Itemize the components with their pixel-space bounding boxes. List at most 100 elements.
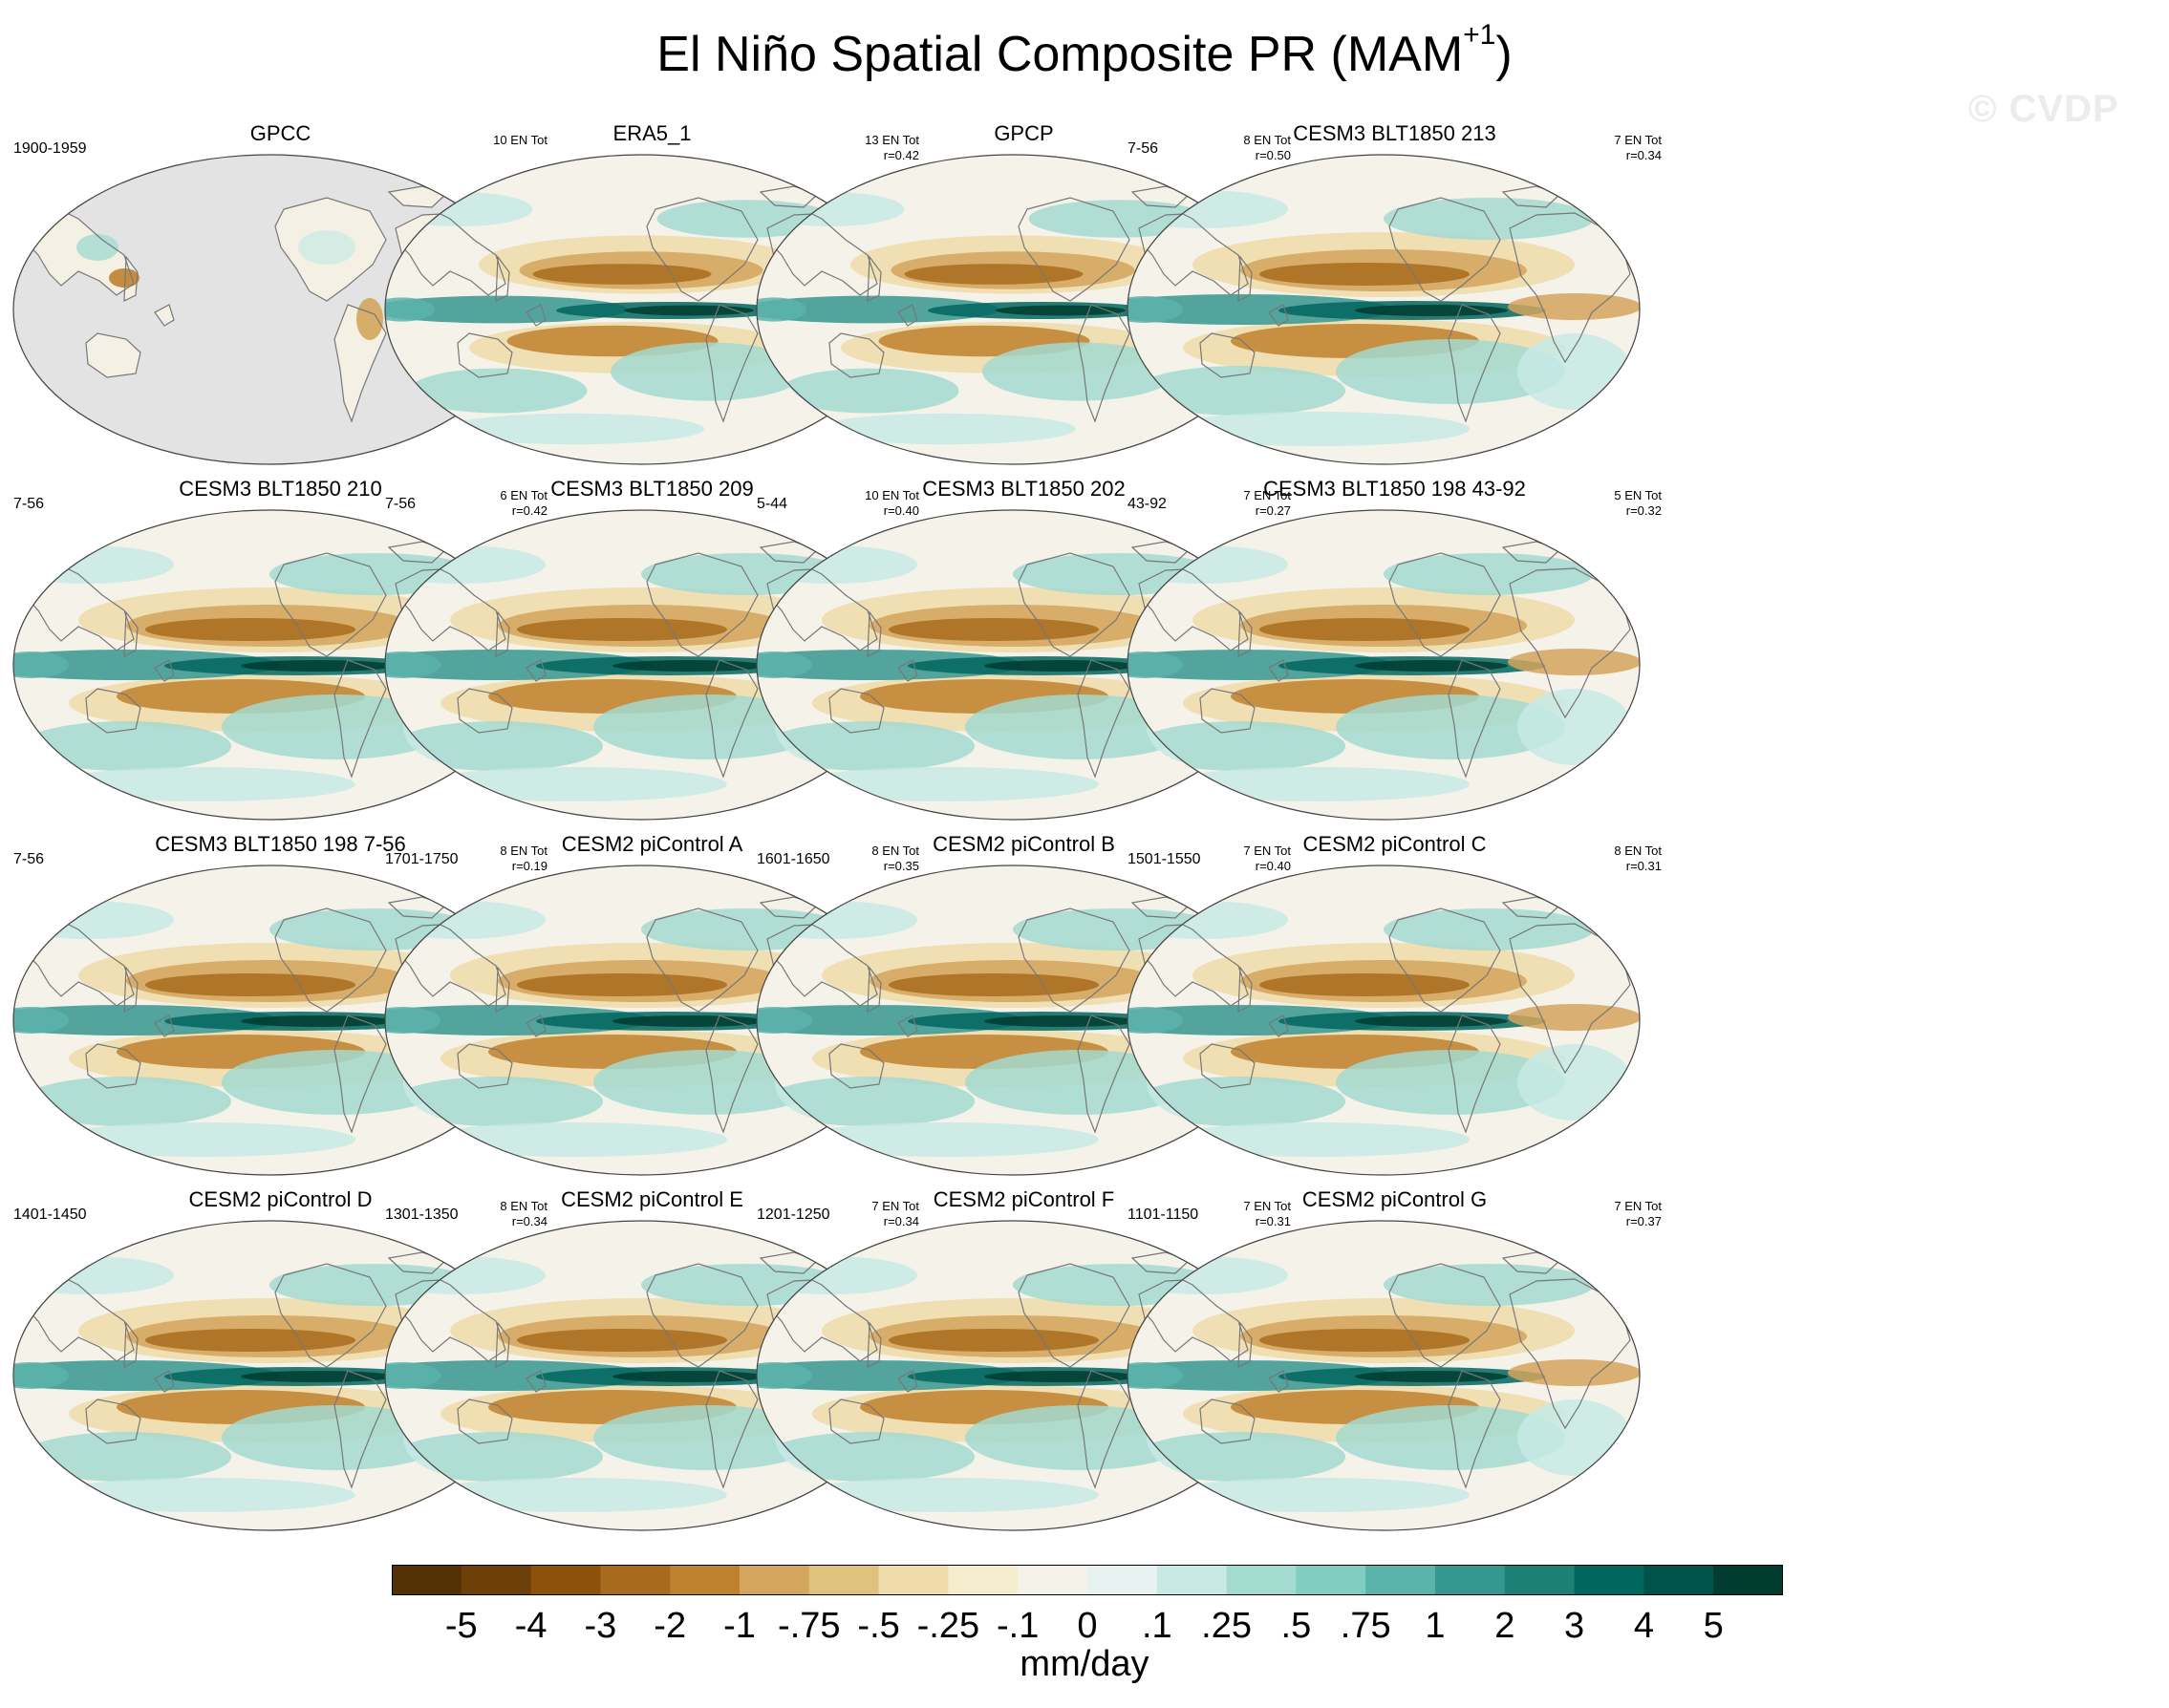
panel-years: 7-56 bbox=[13, 496, 45, 512]
anomaly-contour bbox=[517, 973, 727, 996]
panel-stats: 6 EN Tot r=0.42 bbox=[500, 488, 548, 519]
coastline bbox=[1268, 1014, 1289, 1037]
coastline bbox=[1509, 567, 1631, 719]
coastline bbox=[769, 914, 878, 1007]
panel-event-count: 13 EN Tot bbox=[865, 133, 919, 147]
panel-title: CESM3 BLT1850 198 43-92 bbox=[1263, 477, 1526, 501]
anomaly-contour bbox=[757, 1362, 812, 1389]
panel-pattern-correlation: r=0.35 bbox=[883, 859, 919, 873]
coastline bbox=[387, 896, 448, 919]
coastline bbox=[154, 1014, 175, 1037]
map-panel: CESM3 BLT1850 198 43-92 43-92 5 EN Tot r=0.… bbox=[1126, 477, 1664, 821]
anomaly-contour bbox=[1517, 333, 1632, 410]
colorbar-tick-label: -1 bbox=[723, 1606, 756, 1646]
colorbar-tick-label: .25 bbox=[1201, 1606, 1253, 1646]
coastline bbox=[526, 659, 547, 682]
coastline bbox=[274, 197, 387, 302]
anomaly-contour bbox=[1508, 293, 1640, 320]
colorbar-tick-label: -.75 bbox=[778, 1606, 841, 1646]
colorbar-box bbox=[1296, 1565, 1366, 1595]
anomaly-contour bbox=[13, 1362, 69, 1389]
panel-title: ERA5_1 bbox=[612, 121, 692, 145]
coastline bbox=[1448, 659, 1501, 779]
coastline bbox=[769, 203, 878, 296]
panel-stats: 8 EN Tot r=0.31 bbox=[1614, 843, 1662, 874]
coastline bbox=[1130, 1251, 1192, 1274]
anomaly-contour bbox=[421, 767, 727, 801]
anomaly-contour bbox=[1508, 1359, 1640, 1386]
anomaly-contour bbox=[393, 1077, 603, 1126]
anomaly-contour bbox=[241, 1371, 394, 1382]
colorbar-tick-label: 3 bbox=[1564, 1606, 1585, 1646]
anomaly-contour bbox=[1164, 1478, 1470, 1512]
panel-event-count: 7 EN Tot bbox=[1614, 1199, 1662, 1213]
anomaly-contour bbox=[1135, 1077, 1345, 1126]
anomaly-contour bbox=[1135, 721, 1345, 771]
anomaly-contour bbox=[764, 1077, 975, 1126]
coastline bbox=[1268, 304, 1289, 327]
map-panel: CESM3 BLT1850 213 7-56 7 EN Tot r=0.34 bbox=[1126, 121, 1664, 465]
panel-years: 1701-1750 bbox=[385, 851, 459, 867]
anomaly-contour bbox=[889, 973, 1099, 996]
anomaly-contour bbox=[984, 1371, 1137, 1382]
coastline bbox=[457, 688, 513, 734]
panel-years: 7-56 bbox=[385, 496, 417, 512]
anomaly-contour bbox=[889, 1329, 1099, 1352]
colorbar-tick-label: -4 bbox=[514, 1606, 548, 1646]
anomaly-contour bbox=[757, 651, 812, 678]
panel-pattern-correlation: r=0.37 bbox=[1625, 1214, 1662, 1228]
coastline bbox=[1448, 304, 1501, 423]
coastline bbox=[333, 1370, 387, 1489]
anomaly-contour bbox=[593, 1050, 823, 1115]
coastline bbox=[1018, 1263, 1130, 1368]
panel-event-count: 6 EN Tot bbox=[500, 488, 548, 502]
coastline bbox=[1199, 1398, 1256, 1444]
colorbar-tick-label: -.1 bbox=[997, 1606, 1040, 1646]
coastline bbox=[457, 332, 513, 378]
coastline bbox=[1140, 559, 1249, 651]
anomaly-contour bbox=[532, 264, 712, 285]
panel-event-count: 8 EN Tot bbox=[500, 843, 548, 858]
coastline bbox=[1130, 541, 1192, 564]
anomaly-contour bbox=[21, 1077, 231, 1126]
anomaly-contour bbox=[757, 1007, 812, 1034]
coastline bbox=[26, 914, 135, 1007]
dry-anomaly bbox=[109, 268, 140, 288]
coastline bbox=[495, 255, 510, 302]
panel-pattern-correlation: r=0.31 bbox=[1625, 859, 1662, 873]
panel-title: CESM2 piControl F bbox=[933, 1187, 1115, 1211]
panel-stats: 7 EN Tot r=0.27 bbox=[1243, 488, 1291, 519]
anomaly-contour bbox=[517, 618, 727, 641]
coastline bbox=[123, 610, 139, 657]
coastline bbox=[1199, 1043, 1256, 1089]
colorbar-tick-label: -3 bbox=[584, 1606, 617, 1646]
panel-event-count: 5 EN Tot bbox=[1614, 488, 1662, 502]
colorbar-box bbox=[670, 1565, 741, 1595]
panel-event-count: 7 EN Tot bbox=[1614, 133, 1662, 147]
coastline bbox=[1501, 541, 1562, 564]
map-panel: CESM2 piControl F 1201-1250 7 EN Tot r=0.31 bbox=[755, 1187, 1293, 1531]
coastline bbox=[85, 688, 141, 734]
coastline bbox=[154, 304, 175, 327]
anomaly-contour bbox=[222, 1405, 451, 1470]
anomaly-contour bbox=[793, 1122, 1099, 1157]
coastline bbox=[495, 1321, 510, 1368]
anomaly-contour bbox=[757, 297, 806, 322]
anomaly-contour bbox=[793, 1478, 1099, 1512]
colorbar-labels: -5 -4 -3 -2 -1 -.75 -.5 -.25 -.1 0 .1 .25 .5 .75 1 2 3 4 5 bbox=[0, 1605, 2169, 1647]
coastline bbox=[1237, 610, 1253, 657]
coastline bbox=[333, 1014, 387, 1134]
coastline bbox=[897, 659, 918, 682]
anomaly-contour bbox=[1508, 1004, 1640, 1031]
anomaly-contour bbox=[593, 694, 823, 759]
panel-stats: 7 EN Tot r=0.37 bbox=[1614, 1199, 1662, 1229]
panel-stats: 5 EN Tot r=0.32 bbox=[1614, 488, 1662, 519]
panel-stats: 7 EN Tot r=0.34 bbox=[871, 1199, 919, 1229]
coastline bbox=[26, 1270, 135, 1362]
coastline bbox=[1140, 1270, 1249, 1362]
colorbar-box bbox=[1504, 1565, 1576, 1595]
colorbar-box bbox=[1574, 1565, 1644, 1595]
coastline bbox=[1130, 185, 1192, 208]
colorbar-box bbox=[740, 1565, 810, 1595]
panel-stats: 8 EN Tot r=0.34 bbox=[500, 1199, 548, 1229]
